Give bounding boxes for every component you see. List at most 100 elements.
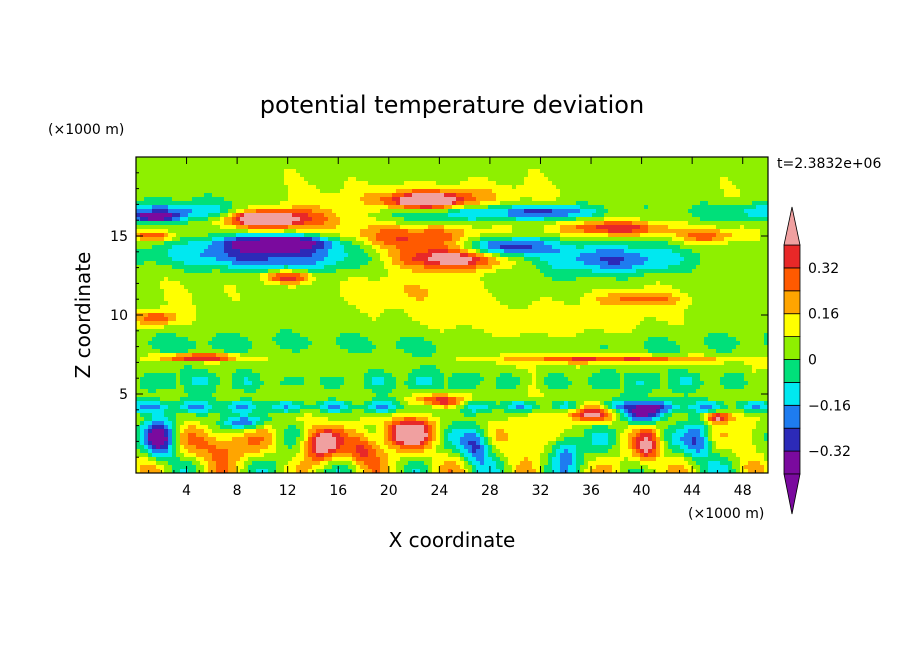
field-cell	[608, 181, 613, 186]
field-cell	[168, 169, 173, 174]
field-cell	[316, 193, 321, 198]
field-cell	[440, 201, 445, 206]
field-cell	[420, 257, 425, 262]
field-cell	[668, 241, 673, 246]
field-cell	[644, 213, 649, 218]
field-cell	[652, 261, 657, 266]
field-cell	[448, 189, 453, 194]
field-cell	[328, 265, 333, 270]
field-cell	[236, 253, 241, 258]
field-cell	[696, 269, 701, 274]
field-cell	[340, 157, 345, 162]
field-cell	[400, 225, 405, 230]
field-cell	[140, 189, 145, 194]
field-cell	[356, 281, 361, 286]
field-cell	[452, 229, 457, 234]
field-cell	[352, 229, 357, 234]
field-cell	[204, 213, 209, 218]
field-cell	[328, 237, 333, 242]
field-cell	[424, 189, 429, 194]
field-cell	[604, 197, 609, 202]
field-cell	[336, 181, 341, 186]
field-cell	[660, 169, 665, 174]
field-cell	[236, 205, 241, 210]
field-cell	[740, 189, 745, 194]
field-cell	[528, 233, 533, 238]
field-cell	[724, 201, 729, 206]
field-cell	[760, 269, 765, 274]
field-cell	[356, 209, 361, 214]
field-cell	[328, 225, 333, 230]
field-cell	[196, 201, 201, 206]
field-cell	[164, 205, 169, 210]
field-cell	[688, 221, 693, 226]
field-cell	[420, 157, 425, 162]
field-cell	[496, 221, 501, 226]
field-cell	[712, 225, 717, 230]
field-cell	[300, 205, 305, 210]
field-cell	[564, 201, 569, 206]
field-cell	[544, 221, 549, 226]
field-cell	[380, 189, 385, 194]
field-cell	[540, 209, 545, 214]
field-cell	[472, 193, 477, 198]
field-cell	[336, 245, 341, 250]
field-cell	[740, 169, 745, 174]
field-cell	[188, 253, 193, 258]
field-cell	[492, 169, 497, 174]
field-cell	[668, 185, 673, 190]
field-cell	[648, 269, 653, 274]
field-cell	[632, 273, 637, 278]
field-cell	[192, 265, 197, 270]
field-cell	[652, 277, 657, 282]
field-cell	[340, 241, 345, 246]
field-cell	[280, 245, 285, 250]
field-cell	[220, 177, 225, 182]
field-cell	[424, 229, 429, 234]
field-cell	[556, 197, 561, 202]
field-cell	[272, 177, 277, 182]
field-cell	[648, 229, 653, 234]
field-cell	[456, 165, 461, 170]
field-cell	[232, 233, 237, 238]
field-cell	[516, 197, 521, 202]
field-cell	[536, 257, 541, 262]
field-cell	[612, 197, 617, 202]
field-cell	[468, 249, 473, 254]
field-cell	[744, 245, 749, 250]
field-cell	[192, 253, 197, 258]
field-cell	[436, 225, 441, 230]
field-cell	[708, 257, 713, 262]
field-cell	[716, 201, 721, 206]
field-cell	[584, 221, 589, 226]
field-cell	[476, 197, 481, 202]
field-cell	[460, 205, 465, 210]
field-cell	[264, 241, 269, 246]
field-cell	[392, 173, 397, 178]
field-cell	[484, 269, 489, 274]
field-cell	[136, 161, 141, 166]
field-cell	[432, 241, 437, 246]
field-cell	[356, 205, 361, 210]
field-cell	[748, 189, 753, 194]
field-cell	[736, 165, 741, 170]
field-cell	[344, 233, 349, 238]
field-cell	[572, 245, 577, 250]
field-cell	[424, 253, 429, 258]
field-cell	[336, 197, 341, 202]
field-cell	[344, 253, 349, 258]
field-cell	[548, 193, 553, 198]
field-cell	[584, 181, 589, 186]
field-cell	[560, 213, 565, 218]
field-cell	[520, 169, 525, 174]
field-cell	[672, 253, 677, 258]
field-cell	[504, 177, 509, 182]
field-cell	[528, 161, 533, 166]
field-cell	[460, 157, 465, 162]
field-cell	[480, 201, 485, 206]
field-cell	[420, 269, 425, 274]
field-cell	[468, 269, 473, 274]
field-cell	[208, 249, 213, 254]
field-cell	[420, 161, 425, 166]
field-cell	[588, 205, 593, 210]
